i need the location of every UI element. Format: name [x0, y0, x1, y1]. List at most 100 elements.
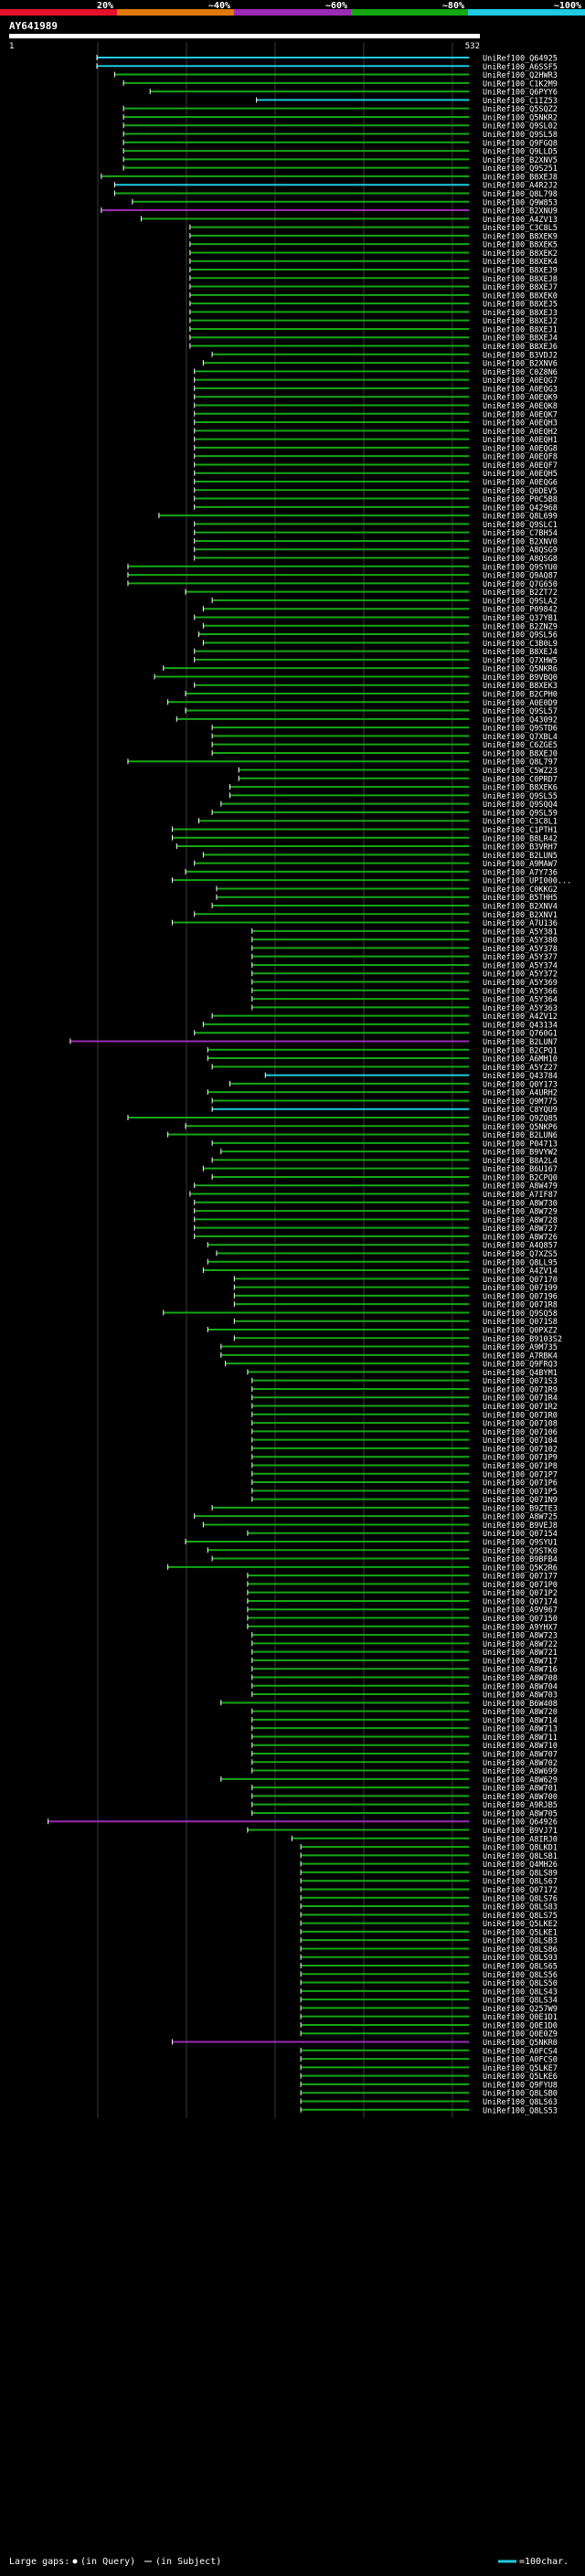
hit-row[interactable]: UniRef100_C3B0L9	[202, 640, 558, 649]
hit-label[interactable]: UniRef100_B2XNU9	[483, 207, 558, 217]
hit-row[interactable]: UniRef100_A9M735	[220, 1343, 558, 1352]
hit-label[interactable]: UniRef100_Q9STD6	[483, 725, 558, 734]
hit-row[interactable]: UniRef100_Q9SYU0	[127, 563, 558, 572]
hit-label[interactable]: UniRef100_Q9FYU8	[483, 2081, 558, 2090]
hit-label[interactable]: UniRef100_Q0E0Z9	[483, 2030, 558, 2040]
hit-label[interactable]: UniRef100_Q9SYU1	[483, 1539, 558, 1548]
hit-row[interactable]: UniRef100_A0EQK8	[194, 402, 558, 411]
hit-label[interactable]: UniRef100_Q071R4	[483, 1394, 558, 1404]
hit-label[interactable]: UniRef100_B2XNV5	[483, 156, 558, 165]
hit-label[interactable]: UniRef100_A4ZV14	[483, 1267, 558, 1277]
hit-label[interactable]: UniRef100_A8W716	[483, 1666, 558, 1675]
hit-row[interactable]: UniRef100_B6U167	[202, 1165, 558, 1174]
hit-label[interactable]: UniRef100_A0EQH3	[483, 419, 558, 429]
hit-row[interactable]: UniRef100_B9VJ71	[247, 1827, 558, 1836]
hit-label[interactable]: UniRef100_Q9AQ87	[483, 572, 558, 581]
hit-label[interactable]: UniRef100_B8XEK4	[483, 258, 558, 267]
hit-row[interactable]: UniRef100_Q2HWR3	[113, 71, 558, 80]
hit-label[interactable]: UniRef100_A5Y380	[483, 937, 558, 946]
hit-label[interactable]: UniRef100_A0EQG8	[483, 444, 558, 453]
hit-row[interactable]: UniRef100_Q8LS83	[300, 1903, 558, 1913]
hit-row[interactable]: UniRef100_A8W700	[251, 1793, 558, 1802]
hit-label[interactable]: UniRef100_B8XEK5	[483, 241, 558, 250]
hit-label[interactable]: UniRef100_A5Y366	[483, 987, 558, 996]
hit-row[interactable]: UniRef100_A8QSG9	[194, 546, 558, 556]
hit-row[interactable]: UniRef100_Q071P2	[247, 1589, 558, 1598]
hit-label[interactable]: UniRef100_B5THH5	[483, 894, 558, 903]
hit-row[interactable]: UniRef100_Q8LS65	[300, 1963, 558, 1972]
hit-row[interactable]: UniRef100_A4R2J2	[113, 182, 558, 191]
hit-row[interactable]: UniRef100_A8W726	[194, 1233, 558, 1242]
hit-label[interactable]: UniRef100_C1K2M9	[483, 80, 558, 89]
hit-row[interactable]: UniRef100_A6SSF5	[96, 63, 558, 72]
hit-label[interactable]: UniRef100_Q07196	[483, 1292, 558, 1301]
hit-label[interactable]: UniRef100_A0FCS0	[483, 2056, 558, 2065]
hit-row[interactable]: UniRef100_A8W701	[251, 1785, 558, 1794]
hit-label[interactable]: UniRef100_Q5NKR0	[483, 2039, 558, 2048]
hit-label[interactable]: UniRef100_Q9SL57	[483, 707, 558, 716]
hit-row[interactable]: UniRef100_Q07170	[233, 1276, 558, 1285]
hit-row[interactable]: UniRef100_B8XEK4	[189, 258, 558, 267]
hit-row[interactable]: UniRef100_A0EQG7	[194, 376, 558, 386]
hit-label[interactable]: UniRef100_B8LR42	[483, 834, 558, 843]
hit-row[interactable]: UniRef100_Q9FRQ3	[225, 1361, 558, 1370]
hit-row[interactable]: UniRef100_B8XEK3	[194, 682, 558, 691]
hit-row[interactable]: UniRef100_Q7XHW5	[194, 656, 558, 665]
hit-label[interactable]: UniRef100_A8W710	[483, 1742, 558, 1751]
hit-row[interactable]: UniRef100_A9RJB5	[251, 1801, 558, 1810]
hit-row[interactable]: UniRef100_B8XEJ0	[211, 749, 558, 758]
hit-label[interactable]: UniRef100_A0EQF8	[483, 453, 558, 462]
hit-row[interactable]: UniRef100_Q9LLD5	[122, 148, 558, 157]
hit-label[interactable]: UniRef100_A5Y364	[483, 996, 558, 1005]
hit-row[interactable]: UniRef100_Q071R8	[233, 1301, 558, 1310]
hit-label[interactable]: UniRef100_Q07177	[483, 1573, 558, 1582]
hit-row[interactable]: UniRef100_A6MH10	[207, 1055, 558, 1065]
hit-label[interactable]: UniRef100_B8XEJ4	[483, 648, 558, 657]
hit-label[interactable]: UniRef100_Q8LS86	[483, 1945, 558, 1955]
hit-label[interactable]: UniRef100_A8W721	[483, 1648, 558, 1658]
hit-row[interactable]: UniRef100_A8W714	[251, 1716, 558, 1725]
hit-row[interactable]: UniRef100_Q9STD6	[211, 725, 558, 734]
hit-row[interactable]: UniRef100_A8W730	[194, 1199, 558, 1208]
hit-row[interactable]: UniRef100_Q64925	[96, 55, 558, 64]
hit-label[interactable]: UniRef100_Q9S251	[483, 164, 558, 174]
hit-label[interactable]: UniRef100_A8W699	[483, 1767, 558, 1776]
hit-label[interactable]: UniRef100_Q8LS56	[483, 1971, 558, 1980]
hit-row[interactable]: UniRef100_A0EQF7	[194, 461, 558, 471]
hit-row[interactable]: UniRef100_Q071R4	[251, 1394, 558, 1404]
hit-row[interactable]: UniRef100_Q257W9	[300, 2005, 558, 2014]
hit-row[interactable]: UniRef100_B2LUN7	[69, 1038, 558, 1047]
hit-row[interactable]: UniRef100_Q07106	[251, 1428, 558, 1437]
hit-row[interactable]: UniRef100_B2XNV0	[194, 537, 558, 546]
hit-row[interactable]: UniRef100_Q5LKE2	[300, 1920, 558, 1929]
hit-label[interactable]: UniRef100_Q071P8	[483, 1462, 558, 1471]
hit-label[interactable]: UniRef100_Q8LSB1	[483, 1852, 558, 1861]
hit-row[interactable]: UniRef100_Q7XZS5	[216, 1250, 558, 1259]
hit-row[interactable]: UniRef100_A0EQH2	[194, 428, 558, 437]
hit-label[interactable]: UniRef100_B8XEK6	[483, 784, 558, 793]
hit-label[interactable]: UniRef100_Q071S8	[483, 1318, 558, 1327]
hit-label[interactable]: UniRef100_B2CPQ1	[483, 1046, 558, 1055]
hit-label[interactable]: UniRef100_Q071R9	[483, 1385, 558, 1394]
hit-row[interactable]: UniRef100_A8W716	[251, 1666, 558, 1675]
hit-label[interactable]: UniRef100_B8XEJ2	[483, 317, 558, 326]
hit-label[interactable]: UniRef100_Q9SL55	[483, 792, 558, 801]
hit-label[interactable]: UniRef100_B8XEJ7	[483, 283, 558, 292]
hit-row[interactable]: UniRef100_A8W708	[251, 1674, 558, 1683]
hit-label[interactable]: UniRef100_A7IF87	[483, 1191, 558, 1200]
hit-row[interactable]: UniRef100_A0EQH1	[194, 436, 558, 445]
hit-row[interactable]: UniRef100_A0EQK9	[194, 394, 558, 403]
hit-label[interactable]: UniRef100_A4Q857	[483, 1242, 558, 1251]
hit-row[interactable]: UniRef100_C0Z8N6	[194, 368, 558, 377]
hit-row[interactable]: UniRef100_B8XEJ1	[189, 325, 558, 334]
hit-row[interactable]: UniRef100_B5THH5	[216, 894, 558, 903]
hit-label[interactable]: UniRef100_A8W717	[483, 1657, 558, 1666]
hit-label[interactable]: UniRef100_A8W720	[483, 1708, 558, 1717]
hit-row[interactable]: UniRef100_Q0Y173	[229, 1080, 558, 1089]
hit-label[interactable]: UniRef100_Q5SQZ2	[483, 105, 558, 114]
hit-row[interactable]: UniRef100_A4ZV14	[202, 1267, 558, 1277]
hit-row[interactable]: UniRef100_A0EQH5	[194, 470, 558, 479]
hit-row[interactable]: UniRef100_Q0E1D1	[300, 2013, 558, 2022]
hit-row[interactable]: UniRef100_A4URH2	[207, 1089, 558, 1098]
hit-label[interactable]: UniRef100_Q43134	[483, 1021, 558, 1030]
